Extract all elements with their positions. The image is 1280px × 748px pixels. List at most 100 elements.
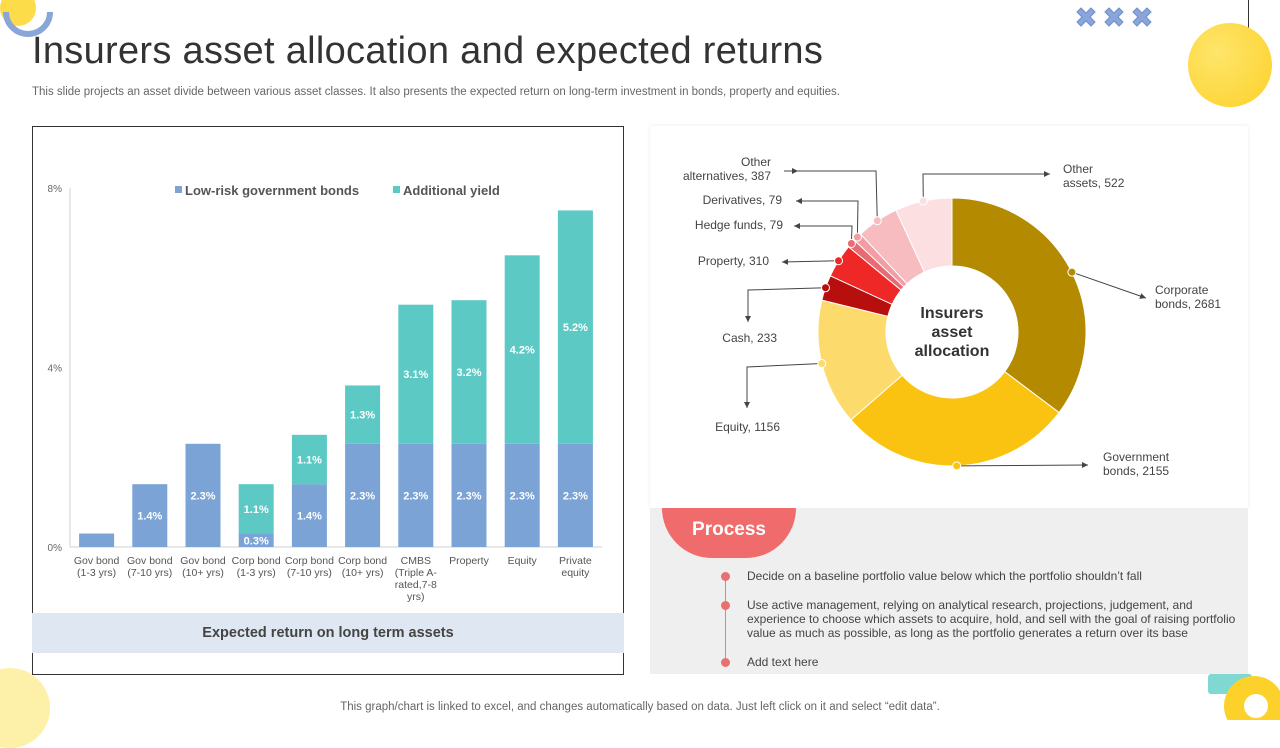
leader-line xyxy=(1071,271,1147,299)
center-label: asset xyxy=(932,324,974,341)
leader-line xyxy=(784,170,878,221)
x-tick-label: (7-10 yrs) xyxy=(127,567,172,579)
x-tick-label: (7-10 yrs) xyxy=(287,567,332,579)
leader-line xyxy=(747,287,826,322)
bar-segment xyxy=(185,443,221,547)
slice-label: Other assets, 522 xyxy=(1063,162,1125,190)
leader-dot xyxy=(834,256,844,266)
slice-label: Derivatives, 79 xyxy=(703,193,783,207)
y-tick-label: 0% xyxy=(48,543,63,554)
slice-label-line: Cash, 233 xyxy=(722,331,777,345)
donut-slice xyxy=(850,370,1060,467)
center-label: allocation xyxy=(915,343,990,360)
slice-label-line: Other xyxy=(741,155,771,169)
leader-arrowhead xyxy=(1139,293,1146,299)
page-title: Insurers asset allocation and expected r… xyxy=(32,30,824,72)
leader-arrowhead xyxy=(1081,462,1088,469)
bar-segment xyxy=(504,255,540,444)
legend-label: Additional yield xyxy=(403,183,500,198)
bar-segment xyxy=(451,300,487,444)
bar-data-label: 3.2% xyxy=(456,367,481,379)
bar-segment xyxy=(291,484,327,547)
bar-data-label: 2.3% xyxy=(190,490,215,502)
bar-segment xyxy=(238,484,274,534)
slice-label-line: alternatives, 387 xyxy=(683,169,771,183)
leader-arrowhead xyxy=(745,316,751,322)
slice-label: Other alternatives, 387 xyxy=(683,155,771,183)
leader-dot xyxy=(872,216,882,226)
bar-data-label: 2.3% xyxy=(350,490,375,502)
slice-label: Equity, 1156 xyxy=(715,420,780,434)
slice-label: Government bonds, 2155 xyxy=(1103,450,1170,478)
x-tick-label: (10+ yrs) xyxy=(182,567,224,579)
donut-center xyxy=(888,268,1016,396)
y-tick-label: 4% xyxy=(48,364,63,375)
leader-arrowhead xyxy=(796,198,802,204)
leader-line xyxy=(796,200,859,238)
process-step-text: Add text here xyxy=(747,655,819,669)
deco-bottom-right xyxy=(1208,674,1280,720)
bar-segment xyxy=(132,484,168,547)
bar-segment xyxy=(291,434,327,485)
slice-label-line: Property, 310 xyxy=(698,254,769,268)
bar-segment xyxy=(504,443,540,547)
bar-data-label: 2.3% xyxy=(510,490,535,502)
x-tick-label: Equity xyxy=(508,555,538,567)
x-tick-label: Gov bond xyxy=(74,555,120,567)
x-tick-label: (1-3 yrs) xyxy=(237,567,276,579)
slice-label-line: bonds, 2681 xyxy=(1155,297,1221,311)
legend-swatch xyxy=(393,186,400,193)
legend-swatch xyxy=(175,186,182,193)
leader-dot xyxy=(918,196,928,206)
x-tick-label: (1-3 yrs) xyxy=(77,567,116,579)
leader-dot xyxy=(821,283,831,293)
bar-data-label: 0.3% xyxy=(244,535,269,547)
bar-chart-caption: Expected return on long term assets xyxy=(32,613,624,653)
close-icons-decoration xyxy=(1076,7,1152,27)
x-tick-label: Corp bond xyxy=(232,555,281,567)
donut-chart[interactable]: Corporate bonds, 2681 Government bonds, 215… xyxy=(650,126,1248,508)
legend-label: Low-risk government bonds xyxy=(185,183,359,198)
bar-data-label: 1.4% xyxy=(137,511,162,523)
process-step-text: Use active management, relying on analyt… xyxy=(747,598,1236,640)
process-step-dot xyxy=(721,572,730,581)
slice-label-line: Other xyxy=(1063,162,1093,176)
page-subtitle: This slide projects an asset divide betw… xyxy=(32,86,840,98)
process-timeline-line xyxy=(725,576,726,664)
bar-data-label: 2.3% xyxy=(563,490,588,502)
bar-chart[interactable]: 0% 4% 8% Low-risk government bonds Additiona… xyxy=(32,126,624,616)
x-tick-label: Gov bond xyxy=(180,555,226,567)
process-step-text: Decide on a baseline portfolio value bel… xyxy=(747,569,1142,583)
process-step-dot xyxy=(721,658,730,667)
donut-slice xyxy=(895,197,953,273)
bar-data-label: 2.3% xyxy=(403,490,428,502)
bar-data-label: 3.1% xyxy=(403,369,428,381)
bar-segment xyxy=(238,533,274,547)
leader-line xyxy=(746,363,822,408)
bar-data-label: 1.4% xyxy=(297,511,322,523)
bar-segment xyxy=(451,443,487,547)
slice-label: Property, 310 xyxy=(698,254,769,268)
process-step-dot xyxy=(721,601,730,610)
bar-data-label: 1.1% xyxy=(297,454,322,466)
slice-label-line: Government xyxy=(1103,450,1170,464)
leader-arrowhead xyxy=(744,402,750,408)
slice-label-line: assets, 522 xyxy=(1063,176,1125,190)
leader-dot xyxy=(846,238,856,248)
center-label: Insurers xyxy=(920,305,983,322)
x-tick-label: CMBS xyxy=(401,555,431,567)
bar-data-label: 1.1% xyxy=(244,504,269,516)
y-tick-label: 8% xyxy=(48,184,63,195)
footer-note: This graph/chart is linked to excel, and… xyxy=(340,701,940,713)
leader-arrowhead xyxy=(782,258,789,265)
leader-line xyxy=(956,464,1089,467)
donut-slice xyxy=(951,197,1087,414)
x-tick-label: Private xyxy=(559,555,592,567)
leader-dot xyxy=(817,359,827,369)
leader-arrowhead xyxy=(1044,171,1050,177)
leader-arrowhead xyxy=(794,223,800,229)
slice-label: Corporate bonds, 2681 xyxy=(1155,283,1221,311)
leader-line xyxy=(794,225,853,244)
x-tick-label: (Triple A- xyxy=(395,567,438,579)
bar-segment xyxy=(79,533,115,547)
